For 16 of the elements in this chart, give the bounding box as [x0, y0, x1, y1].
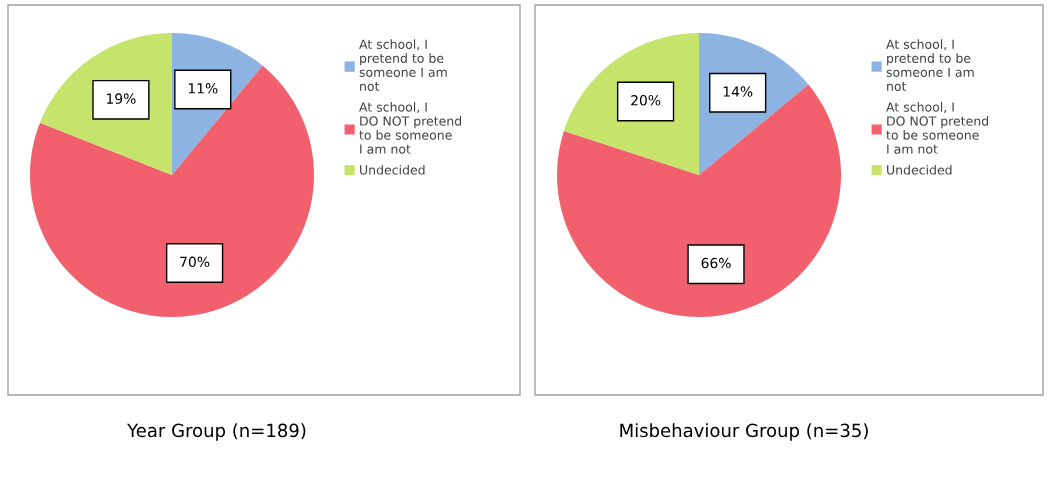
- legend-label: At school, I DO NOT pretend to be someone I am not: [359, 102, 462, 154]
- data-label: 14%: [723, 86, 753, 97]
- text: Misbehaviour Group (n=35): [620, 423, 868, 441]
- pie-slice: [557, 84, 841, 317]
- text: Year Group (n=189): [127, 423, 306, 441]
- data-label: 66%: [701, 257, 731, 269]
- data-label: 19%: [107, 93, 136, 104]
- legend-label: At school, I pretend to be someone I am not: [886, 39, 974, 91]
- legend-label: At school, I DO NOT pretend to be someone I am not: [886, 102, 989, 154]
- data-label: 11%: [188, 83, 218, 94]
- data-label: 20%: [631, 95, 661, 106]
- legend-label: At school, I pretend to be someone I am not: [359, 39, 447, 91]
- pie-slice: [30, 65, 314, 317]
- legend-label: Undecided: [360, 164, 425, 175]
- data-label: 70%: [180, 256, 210, 268]
- legend-label: Undecided: [887, 164, 952, 175]
